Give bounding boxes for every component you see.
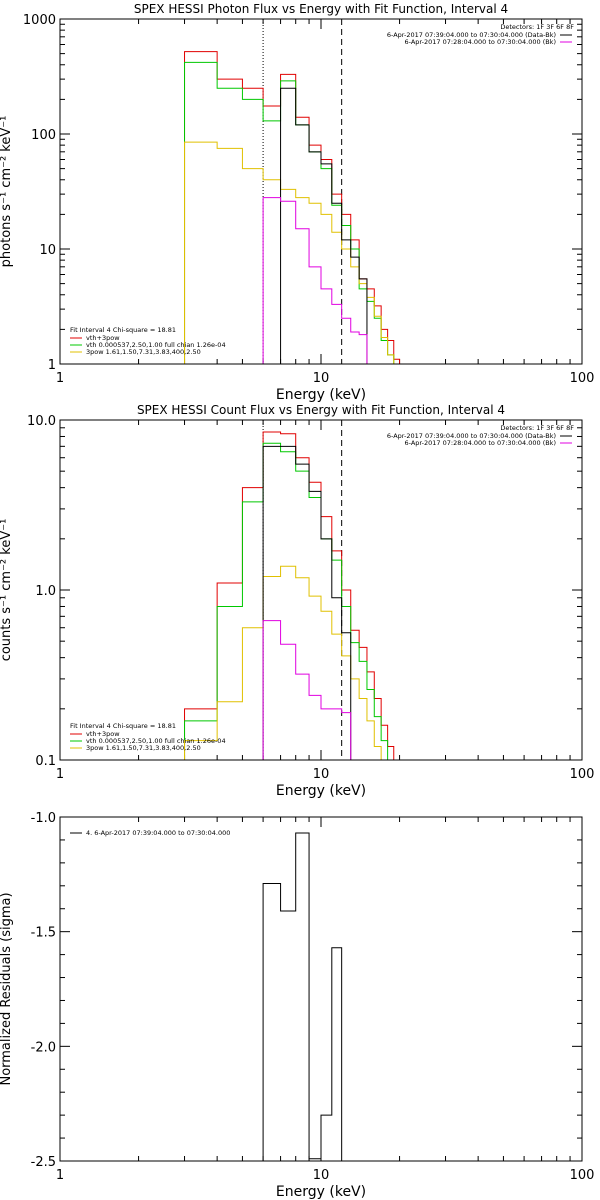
chart-title: SPEX HESSI Count Flux vs Energy with Fit… [137,403,505,417]
x-axis-label: Energy (keV) [276,1184,366,1200]
chart-title: SPEX HESSI Photon Flux vs Energy with Fi… [134,2,508,16]
series-line-vth [184,442,389,760]
x-tick-label: 1 [56,767,64,782]
plot-frame [59,816,583,1162]
series-line-bk [262,620,352,760]
legend-time-label: 6-Apr-2017 07:39:04.000 to 07:30:04.000 … [387,432,556,440]
x-tick-label: 100 [570,1168,595,1183]
y-tick-label: 1000 [23,13,56,28]
legend-fit-label: vth+3pow [86,334,120,342]
legend-fit-label: 3pow 1.61,1.50,7.31,3.83,400,2.50 [86,744,201,752]
series-line-vth [184,61,395,364]
legend-fit-label: 3pow 1.61,1.50,7.31,3.83,400,2.50 [86,348,201,356]
x-axis-label: Energy (keV) [276,387,366,403]
series-line-vth-3pow [184,51,401,364]
legend-time-label: 6-Apr-2017 07:28:04.000 to 07:30:04.000 … [405,439,556,447]
y-axis-label: Normalized Residuals (sigma) [0,892,14,1085]
y-tick-label: 10.0 [27,414,56,429]
plot-frame [59,18,583,365]
legend-fit-label: vth 0.000537,2.50,1.00 full chian 1.26e-… [86,341,226,349]
fit-info-label: Fit Interval 4 Chi-square = 18.81 [70,326,176,334]
series-line-data-bk [262,445,352,760]
detectors-label: Detectors: 1F 3F 6F 8F [500,424,574,432]
series-group [262,832,343,1161]
series-line-bk [262,197,368,364]
legend-time-label: 6-Apr-2017 07:39:04.000 to 07:30:04.000 … [387,31,556,39]
series-line-data-bk [280,87,368,364]
y-tick-label: -1.5 [31,926,56,941]
legend-fit-label: vth 0.000537,2.50,1.00 full chian 1.26e-… [86,737,226,745]
series-line-vth-3pow [184,431,401,760]
y-tick-label: 10 [39,243,56,258]
y-axis-label: photons s⁻¹ cm⁻² keV⁻¹ [0,116,14,268]
y-tick-label: 1 [48,358,56,373]
chart-photon: SPEX HESSI Photon Flux vs Energy with Fi… [0,2,594,403]
x-tick-label: 1 [56,371,64,386]
x-tick-label: 1 [56,1168,64,1183]
fit-info-label: Fit Interval 4 Chi-square = 18.81 [70,722,176,730]
x-tick-label: 100 [570,371,595,386]
x-axis-label: Energy (keV) [276,783,366,799]
legend-time-label: 6-Apr-2017 07:28:04.000 to 07:30:04.000 … [405,38,556,46]
legend-fit-label: vth+3pow [86,730,120,738]
y-tick-label: 1.0 [35,584,56,599]
x-tick-label: 10 [313,1168,330,1183]
y-tick-label: -2.0 [31,1040,56,1055]
y-tick-label: -2.5 [31,1155,56,1170]
series-line-3pow [184,565,382,760]
x-tick-label: 100 [570,767,595,782]
legend-time-label: 4. 6-Apr-2017 07:39:04.000 to 07:30:04.0… [86,829,230,837]
y-axis-label: counts s⁻¹ cm⁻² keV⁻¹ [0,519,14,662]
chart-resid: 1 10 100 -2.5 -2.0 -1.5 -1.0 Energy (keV) Normal… [0,811,594,1200]
series-group [184,51,401,364]
detectors-label: Detectors: 1F 3F 6F 8F [500,23,574,31]
y-tick-label: -1.0 [31,811,56,826]
series-line-3pow [184,141,395,364]
series-line-residuals [262,832,343,1161]
x-tick-label: 10 [313,371,330,386]
y-tick-label: 100 [31,128,56,143]
x-tick-label: 10 [313,767,330,782]
y-tick-label: 0.1 [35,754,56,769]
series-group [184,431,401,760]
plot-frame [59,419,583,761]
chart-count: SPEX HESSI Count Flux vs Energy with Fit… [0,403,594,799]
